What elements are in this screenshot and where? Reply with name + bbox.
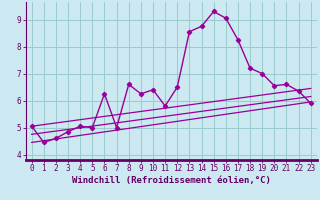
X-axis label: Windchill (Refroidissement éolien,°C): Windchill (Refroidissement éolien,°C) <box>72 176 271 185</box>
